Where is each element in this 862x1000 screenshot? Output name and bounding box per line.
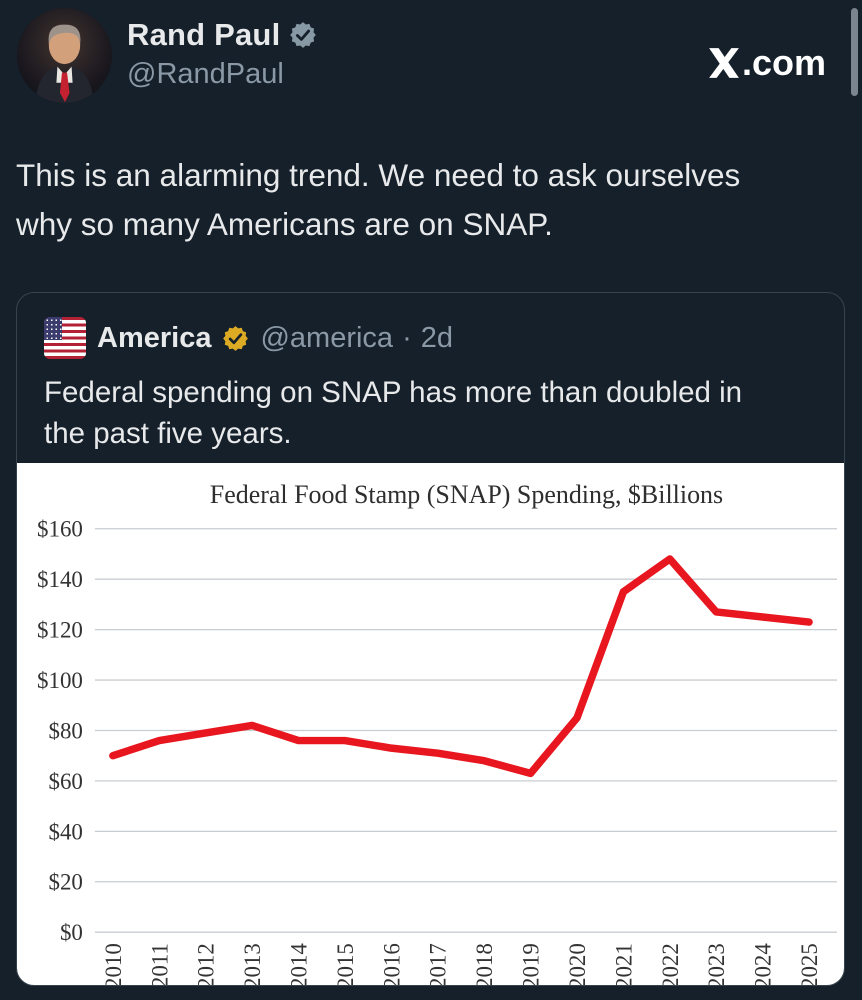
x-logo-icon	[709, 47, 739, 78]
y-axis-tick-label: $40	[48, 819, 82, 844]
tweet-text: This is an alarming trend. We need to as…	[16, 151, 846, 249]
x-axis-tick-label: 2016	[379, 943, 404, 985]
x-axis-tick-label: 2010	[101, 943, 126, 985]
quoted-text-line-2: the past five years.	[44, 417, 292, 450]
x-axis-tick-label: 2013	[240, 943, 265, 985]
y-axis-tick-label: $20	[48, 870, 82, 895]
x-axis-tick-label: 2015	[333, 943, 358, 985]
y-axis-tick-label: $160	[37, 517, 83, 542]
x-axis-tick-label: 2020	[565, 943, 590, 985]
author-display-name[interactable]: Rand Paul	[127, 17, 281, 52]
snap-spending-chart: Federal Food Stamp (SNAP) Spending, $Bil…	[37, 480, 838, 985]
meta-separator: ·	[402, 321, 412, 354]
watermark: .com	[707, 8, 826, 103]
person-portrait-icon	[17, 8, 112, 103]
y-axis-tick-label: $100	[37, 668, 83, 693]
x-axis-tick-label: 2014	[286, 943, 311, 985]
chart-title: Federal Food Stamp (SNAP) Spending, $Bil…	[210, 480, 723, 509]
x-axis-tick-label: 2025	[797, 943, 822, 985]
quoted-media-chart[interactable]: Federal Food Stamp (SNAP) Spending, $Bil…	[17, 463, 844, 985]
x-axis-tick-label: 2011	[147, 943, 172, 985]
x-axis-tick-label: 2017	[426, 943, 451, 985]
x-axis-tick-label: 2024	[751, 943, 776, 985]
us-flag-avatar[interactable]	[44, 317, 86, 359]
quoted-author-display-name[interactable]: America	[97, 321, 212, 354]
y-axis-tick-label: $60	[48, 769, 82, 794]
quoted-tweet-card[interactable]: America @america · 2d Federal spending o…	[16, 292, 845, 986]
quoted-tweet-text: Federal spending on SNAP has more than d…	[44, 372, 817, 454]
y-axis-tick-label: $140	[37, 567, 83, 592]
x-axis-tick-label: 2012	[194, 943, 219, 985]
x-axis-tick-label: 2023	[704, 943, 729, 985]
tweet-text-line-2: why so many Americans are on SNAP.	[16, 206, 553, 242]
verified-badge-gold-icon	[223, 325, 249, 351]
scrollbar-thumb[interactable]	[851, 8, 858, 96]
avatar[interactable]	[17, 8, 112, 103]
flag-canton	[44, 317, 62, 340]
x-axis-tick-label: 2021	[611, 943, 636, 985]
quoted-timestamp: 2d	[420, 321, 453, 354]
y-axis-tick-label: $120	[37, 618, 83, 643]
x-axis-tick-label: 2018	[472, 943, 497, 985]
tweet-header: Rand Paul @RandPaul .com	[17, 8, 826, 103]
y-axis-tick-label: $0	[60, 920, 83, 945]
author-handle[interactable]: @RandPaul	[127, 58, 284, 90]
y-axis-tick-label: $80	[48, 718, 82, 743]
verified-badge-gray-icon	[290, 22, 317, 48]
x-axis-tick-label: 2022	[658, 943, 683, 985]
author-identity: Rand Paul @RandPaul	[127, 8, 317, 103]
quoted-author-handle[interactable]: @america	[260, 321, 394, 354]
x-axis-tick-label: 2019	[519, 943, 544, 985]
quoted-tweet-header: America @america · 2d	[44, 317, 817, 359]
snap-spending-line	[109, 555, 813, 778]
tweet-text-line-1: This is an alarming trend. We need to as…	[16, 157, 741, 193]
quoted-author-meta: @america · 2d	[260, 322, 453, 355]
quoted-text-line-1: Federal spending on SNAP has more than d…	[44, 376, 743, 409]
watermark-suffix: .com	[741, 41, 826, 83]
